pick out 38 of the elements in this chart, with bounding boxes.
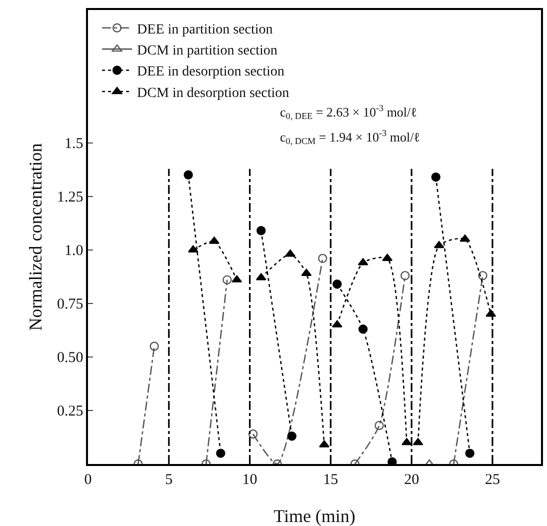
point <box>402 438 412 446</box>
x-axis-title: Time (min) <box>274 506 356 526</box>
x-tick-label: 20 <box>404 472 420 488</box>
x-tick-label: 15 <box>323 472 338 488</box>
annotation: c$_{0, DEE}$ = 2.63 × 10$^{-3}$ mol/ℓ <box>280 103 417 122</box>
point <box>150 342 159 351</box>
legend-label: DCM in desorption section <box>137 86 290 101</box>
y-tick-label: 0.25 <box>57 404 84 420</box>
annotation: c$_{0, DCM}$ = 1.94 × 10$^{-3}$ mol/ℓ <box>280 128 420 146</box>
x-tick-label: 10 <box>242 472 258 488</box>
point <box>465 448 474 458</box>
y-tick-label: 1.0 <box>64 243 84 260</box>
legend-label: DCM in partition section <box>137 44 278 59</box>
point <box>434 240 444 248</box>
point <box>478 270 488 280</box>
point <box>256 226 266 236</box>
y-tick-label: 0.75 <box>57 296 84 313</box>
point <box>222 275 232 284</box>
point <box>248 429 258 439</box>
point <box>285 250 296 257</box>
legend-label: DEE in partition section <box>137 22 273 38</box>
point <box>287 432 296 441</box>
x-tick-label: 5 <box>165 472 173 488</box>
y-tick-label: 0.50 <box>57 350 84 366</box>
point <box>184 170 193 180</box>
x-tick-label: 0 <box>84 472 92 488</box>
point <box>382 254 393 262</box>
point <box>412 438 424 446</box>
x-tick-label: 25 <box>484 472 500 488</box>
y-tick-label: 1.25 <box>57 190 84 206</box>
point <box>216 448 226 458</box>
legend-label: DEE in desorption section <box>137 64 284 80</box>
point <box>301 268 312 276</box>
y-axis-title: Normalized concentration <box>26 143 46 331</box>
y-tick-label: 1.5 <box>64 136 84 152</box>
point <box>431 172 440 182</box>
point <box>318 254 328 264</box>
point <box>400 270 410 280</box>
